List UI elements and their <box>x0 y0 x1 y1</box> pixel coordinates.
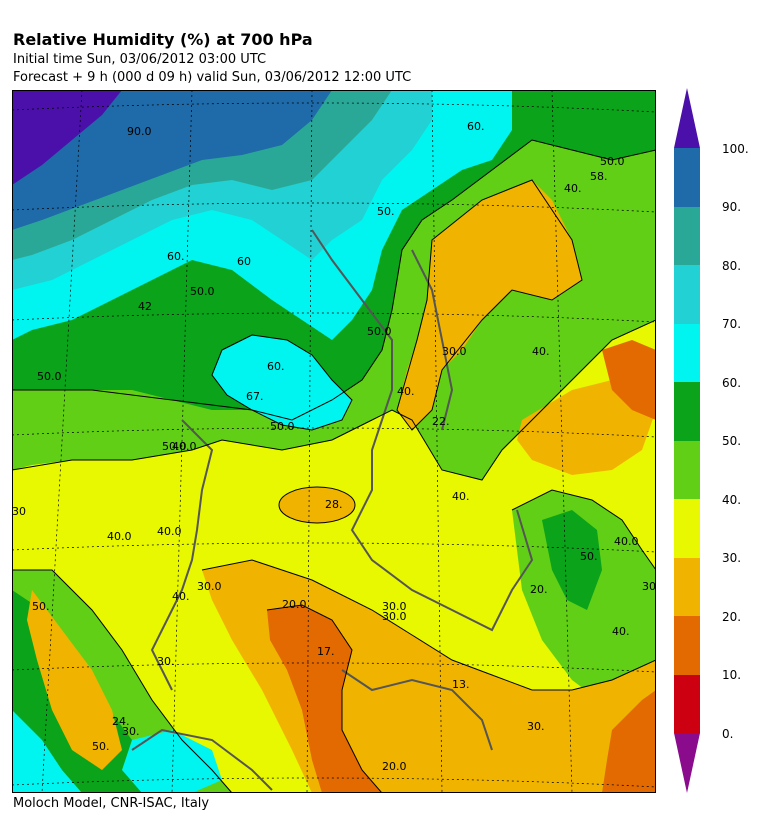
contour-label: 40. <box>612 625 630 638</box>
contour-label: 60. <box>267 360 285 373</box>
contour-label: 40.0 <box>157 525 182 538</box>
colorbar-20-30 <box>674 558 700 616</box>
contour-label: 20.0 <box>382 760 407 773</box>
initial-time: Initial time Sun, 03/06/2012 03:00 UTC <box>13 52 267 67</box>
contour-label: 40. <box>172 590 190 603</box>
contour-label: 30. <box>527 720 545 733</box>
contour-label: 50. <box>32 600 50 613</box>
contour-label: 40. <box>397 385 415 398</box>
contour-label: 40. <box>452 490 470 503</box>
colorbar-80-90 <box>674 207 700 265</box>
contour-label: 50.0 <box>600 155 625 168</box>
contour-label: 60. <box>167 250 185 263</box>
contour-label: 50.0 <box>367 325 392 338</box>
humidity-map: 90.0 50.0 58. 40. 60. 50. 60. 40. 42 50.… <box>12 90 656 793</box>
forecast-valid-time: Forecast + 9 h (000 d 09 h) valid Sun, 0… <box>13 70 412 85</box>
contour-label: 40.0 <box>107 530 132 543</box>
field-60-70-south-small <box>122 730 222 793</box>
contour-label: 28. <box>325 498 343 511</box>
contour-label: 50.0 <box>162 440 187 453</box>
colorbar-label: 100. <box>722 142 749 156</box>
colorbar-top-arrow <box>674 88 700 148</box>
contour-label: 17. <box>317 645 335 658</box>
colorbar-label: 10. <box>722 668 742 682</box>
field-10-20-southeast <box>602 690 656 793</box>
contour-lines <box>12 139 656 793</box>
contour-label: 30.0 <box>382 610 407 623</box>
field-90-100 <box>12 90 332 230</box>
coastlines <box>131 229 534 791</box>
field-10-20-east <box>602 340 656 420</box>
contour-labels: 90.0 50.0 58. 40. 60. 50. 60. 40. 42 50.… <box>12 120 656 773</box>
field-60-70-lobe <box>212 335 352 430</box>
colorbar-label: 40. <box>722 493 742 507</box>
colorbar-label: 50. <box>722 434 742 448</box>
field-20-30-oval <box>279 487 355 523</box>
colorbar-10-20 <box>674 616 700 675</box>
colorbar-bottom-arrow <box>674 733 700 793</box>
contour-label: 50. <box>92 740 110 753</box>
colorbar-0-10 <box>674 675 700 733</box>
contour-label: 60 <box>237 255 251 268</box>
colorbar-label: 70. <box>722 317 742 331</box>
colorbar <box>674 88 700 793</box>
colorbar-label: 0. <box>722 727 734 741</box>
contour-label: 30. <box>642 580 656 593</box>
colorbar-50-60 <box>674 382 700 441</box>
colorbar-label: 90. <box>722 200 742 214</box>
field-20-30-northeast <box>397 180 582 430</box>
contour-label: 42 <box>138 300 152 313</box>
contour-label: 67. <box>246 390 264 403</box>
colorbar-label: 20. <box>722 610 742 624</box>
colorbar-label: 80. <box>722 259 742 273</box>
contour-label: 40.0 <box>172 440 197 453</box>
colorbar-label: 60. <box>722 376 742 390</box>
contour-label: 30 <box>12 505 26 518</box>
contour-label: 30.0 <box>382 600 407 613</box>
contour-label: 30. <box>122 725 140 738</box>
colorbar-30-40 <box>674 499 700 558</box>
field-50-60-east <box>542 510 602 610</box>
field-20-30-east <box>517 380 656 475</box>
contour-label: 50.0 <box>190 285 215 298</box>
contour-label: 50.0 <box>37 370 62 383</box>
colorbar-70-80 <box>674 265 700 324</box>
contour-label: 50. <box>580 550 598 563</box>
contour-label: 50.0 <box>270 420 295 433</box>
map-title: Relative Humidity (%) at 700 hPa <box>13 30 313 49</box>
contour-label: 60. <box>467 120 485 133</box>
contour-label: 22. <box>432 415 450 428</box>
model-credit: Moloch Model, CNR-ISAC, Italy <box>13 796 210 811</box>
contour-label: 24. <box>112 715 130 728</box>
contour-label: 50. <box>377 205 395 218</box>
colorbar-label: 30. <box>722 551 742 565</box>
map-frame <box>12 90 656 793</box>
colorbar-60-70 <box>674 324 700 382</box>
colorbar-40-50 <box>674 441 700 499</box>
contour-label: 40.0 <box>614 535 639 548</box>
contour-label: 30. <box>157 655 175 668</box>
field-above-100 <box>12 90 122 185</box>
contour-label: 40. <box>564 182 582 195</box>
graticule <box>12 90 656 793</box>
contour-label: 20. <box>530 583 548 596</box>
contour-label: 58. <box>590 170 608 183</box>
contour-label: 90.0 <box>127 125 152 138</box>
contour-label: 40. <box>532 345 550 358</box>
field-60-70-southwest <box>12 710 82 793</box>
contour-label: 30.0 <box>197 580 222 593</box>
contour-label: 13. <box>452 678 470 691</box>
contour-label: 30.0 <box>442 345 467 358</box>
colorbar-90-100 <box>674 148 700 207</box>
contour-label: 20.0 <box>282 598 307 611</box>
field-10-20-south <box>267 605 382 793</box>
